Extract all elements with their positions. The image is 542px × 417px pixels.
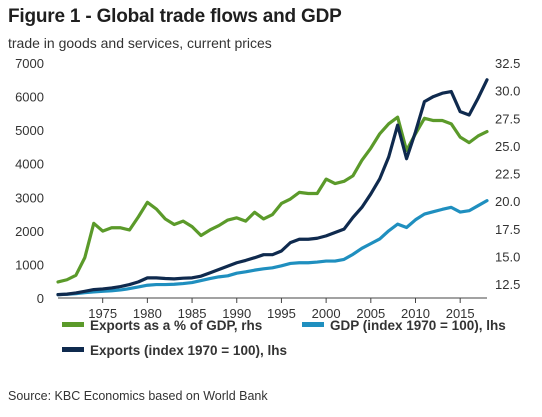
y-left-tick-label: 5000 (15, 123, 44, 138)
y-right-tick-label: 20.0 (495, 194, 520, 209)
y-left-tick-label: 2000 (15, 224, 44, 239)
x-tick-label: 1975 (88, 306, 117, 321)
series-line-gdp-index (56, 199, 489, 297)
y-left-tick-label: 4000 (15, 157, 44, 172)
y-right-tick-label: 30.0 (495, 84, 520, 99)
y-left-tick-label: 6000 (15, 90, 44, 105)
x-tick-label: 1990 (222, 306, 251, 321)
axes: 1975 1980 1985 1990 1995 2000 2005 2010 2015 0 100… (15, 56, 520, 321)
y-left-tick-label: 7000 (15, 56, 44, 71)
y-right-tick-label: 32.5 (495, 56, 520, 71)
y-right-tick-label: 22.5 (495, 167, 520, 182)
y-left-tick-label: 1000 (15, 257, 44, 272)
chart-subtitle: trade in goods and services, current pri… (8, 35, 272, 51)
source-note: Source: KBC Economics based on World Ban… (8, 389, 268, 403)
y-right-tick-label: 27.5 (495, 111, 520, 126)
series-line-exports-pct (56, 115, 489, 284)
chart-title: Figure 1 - Global trade flows and GDP (8, 6, 342, 27)
y-right-tick-label: 12.5 (495, 277, 520, 292)
series-line-exports-index (56, 78, 489, 297)
x-tick-label: 2000 (312, 306, 341, 321)
x-tick-label: 2010 (401, 306, 430, 321)
y-right-tick-label: 15.0 (495, 250, 520, 265)
y-right-tick-label: 25.0 (495, 139, 520, 154)
series-lines (56, 78, 489, 297)
x-tick-label: 2015 (446, 306, 475, 321)
y-right-tick-label: 17.5 (495, 222, 520, 237)
x-tick-label: 1985 (178, 306, 207, 321)
x-tick-label: 1995 (267, 306, 296, 321)
x-tick-label: 2005 (356, 306, 385, 321)
x-tick-label: 1980 (133, 306, 162, 321)
y-left-tick-label: 0 (37, 291, 44, 306)
y-left-tick-label: 3000 (15, 190, 44, 205)
